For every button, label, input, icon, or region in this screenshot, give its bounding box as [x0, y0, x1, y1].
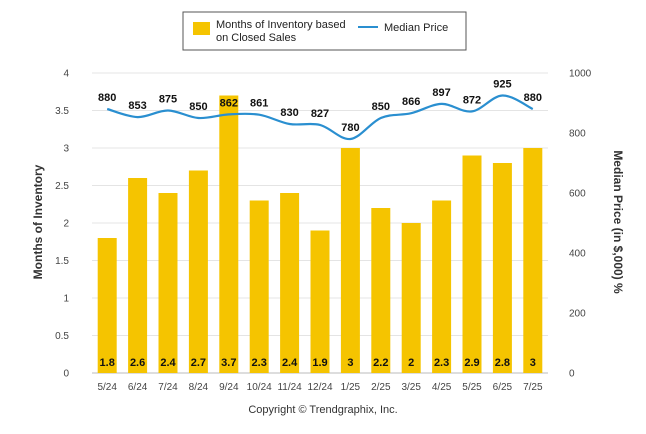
line-value-label: 866 — [402, 96, 420, 108]
line-value-label: 861 — [250, 98, 268, 110]
x-tick-label: 7/24 — [158, 382, 178, 393]
line-value-labels: 880 853 875 850 862 861 830 827 780 850 866 897 872 9… — [98, 79, 542, 135]
x-tick-label: 7/25 — [523, 382, 543, 393]
left-tick-label: 2.5 — [55, 181, 69, 192]
bar-value-labels: 1.8 2.6 2.4 2.7 3.7 2.3 2.4 1.9 3 2.2 2 2.3 2.9 2.8 3 — [100, 357, 536, 369]
x-tick-label: 11/24 — [277, 382, 302, 393]
legend-swatch-inventory — [193, 22, 210, 35]
left-tick-label: 1 — [63, 294, 69, 305]
line-value-label: 830 — [280, 107, 298, 119]
bar — [401, 223, 421, 373]
bar-value-label: 2.4 — [282, 357, 298, 369]
x-axis-ticks: 5/24 6/24 7/24 8/24 9/24 10/24 11/24 12/24 1/25 2… — [97, 382, 543, 393]
left-tick-label: 0 — [63, 369, 69, 380]
right-tick-label: 600 — [569, 189, 586, 200]
line-value-label: 862 — [220, 97, 238, 109]
x-tick-label: 6/24 — [128, 382, 148, 393]
bar — [188, 170, 208, 373]
bar — [371, 208, 391, 373]
line-value-label: 872 — [463, 94, 481, 106]
bar — [310, 230, 330, 373]
line-value-label: 897 — [432, 87, 450, 99]
line-value-label: 875 — [159, 94, 177, 106]
line-value-label: 850 — [189, 101, 207, 113]
bar — [219, 95, 239, 373]
legend-label-inventory-line2: on Closed Sales — [216, 32, 297, 44]
left-tick-label: 3 — [63, 144, 69, 155]
median-price-line — [106, 94, 534, 141]
bar-value-label: 3 — [347, 357, 353, 369]
bar-value-label: 2.6 — [130, 357, 145, 369]
bar-value-label: 2.3 — [252, 357, 267, 369]
bar-value-label: 2.2 — [373, 357, 388, 369]
right-axis-ticks: 0 200 400 600 800 1000 — [569, 69, 592, 380]
left-tick-label: 3.5 — [55, 106, 69, 117]
bar — [249, 200, 269, 373]
bar — [432, 200, 452, 373]
x-tick-label: 10/24 — [247, 382, 272, 393]
bar-value-label: 1.8 — [100, 357, 115, 369]
left-axis-title: Months of Inventory — [31, 164, 45, 279]
right-tick-label: 0 — [569, 369, 575, 380]
bar-value-label: 3 — [530, 357, 536, 369]
bar-value-label: 2.8 — [495, 357, 510, 369]
bar-value-label: 2 — [408, 357, 414, 369]
bar — [128, 178, 148, 373]
bar — [523, 148, 543, 373]
right-axis-title: Median Price (in $,000) % — [611, 150, 625, 294]
x-tick-label: 4/25 — [432, 382, 452, 393]
legend-label-inventory-line1: Months of Inventory based — [216, 19, 346, 31]
x-tick-label: 8/24 — [189, 382, 209, 393]
line-value-label: 880 — [524, 92, 542, 104]
bar — [340, 148, 360, 373]
bar-value-label: 1.9 — [312, 357, 327, 369]
bar — [97, 238, 117, 373]
left-tick-label: 2 — [63, 219, 69, 230]
left-tick-label: 4 — [63, 69, 69, 80]
legend-label-median-price: Median Price — [384, 22, 448, 34]
legend: Months of Inventory based on Closed Sale… — [182, 11, 467, 51]
x-tick-label: 3/25 — [401, 382, 421, 393]
line-value-label: 850 — [372, 101, 390, 113]
bar-value-label: 3.7 — [221, 357, 236, 369]
right-tick-label: 1000 — [569, 69, 592, 80]
bar — [280, 193, 300, 373]
bar-value-label: 2.3 — [434, 357, 449, 369]
right-tick-label: 400 — [569, 249, 586, 260]
x-tick-label: 2/25 — [371, 382, 391, 393]
median-price-series-line — [106, 94, 534, 141]
right-tick-label: 800 — [569, 129, 586, 140]
bar — [492, 163, 512, 373]
x-tick-label: 5/25 — [462, 382, 482, 393]
x-tick-label: 1/25 — [341, 382, 361, 393]
bars — [97, 95, 543, 373]
bar-value-label: 2.7 — [191, 357, 206, 369]
left-axis-ticks: 0 0.5 1 1.5 2 2.5 3 3.5 4 — [55, 69, 69, 380]
x-tick-label: 12/24 — [307, 382, 332, 393]
line-value-label: 925 — [493, 79, 511, 91]
line-value-label: 853 — [128, 100, 146, 112]
bar — [462, 155, 482, 373]
bar — [158, 193, 178, 373]
x-tick-label: 5/24 — [97, 382, 117, 393]
x-tick-label: 6/25 — [493, 382, 513, 393]
line-value-label: 780 — [341, 122, 359, 134]
line-value-label: 880 — [98, 92, 116, 104]
legend-box — [182, 11, 467, 51]
x-tick-label: 9/24 — [219, 382, 239, 393]
bar-value-label: 2.4 — [160, 357, 176, 369]
line-value-label: 827 — [311, 108, 329, 120]
bar-value-label: 2.9 — [464, 357, 479, 369]
copyright-text: Copyright © Trendgraphix, Inc. — [248, 404, 397, 416]
left-tick-label: 0.5 — [55, 331, 69, 342]
left-tick-label: 1.5 — [55, 256, 69, 267]
right-tick-label: 200 — [569, 309, 586, 320]
